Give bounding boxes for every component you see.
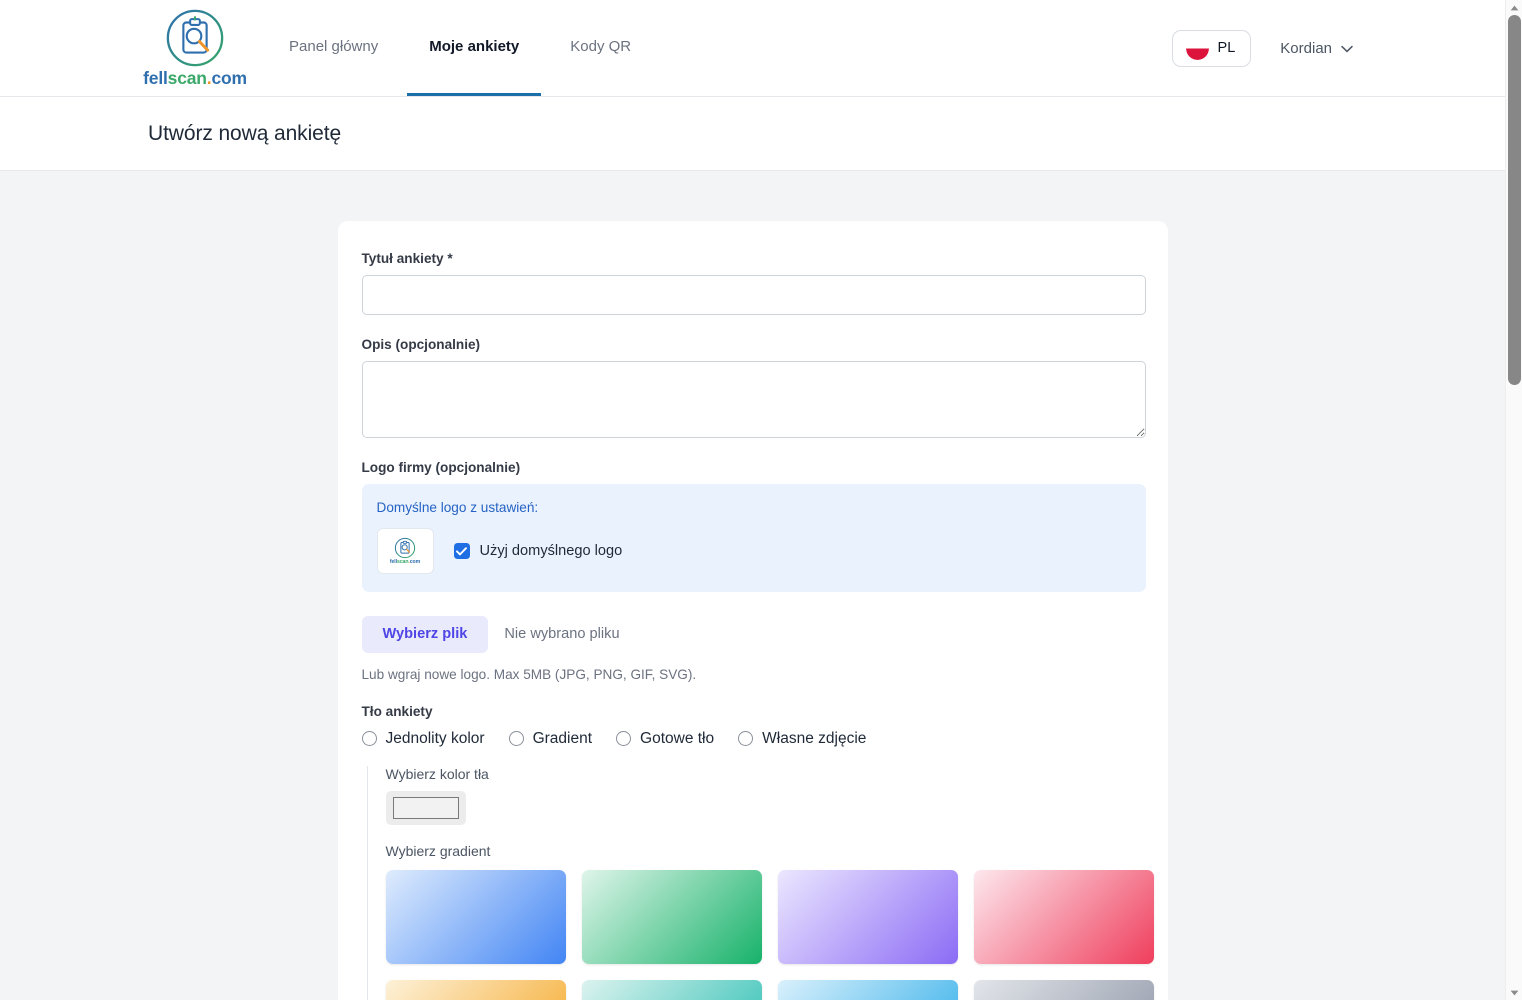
scroll-up-arrow-icon[interactable] [1506, 0, 1522, 15]
thumb-word-scan: scan [396, 558, 409, 565]
thumb-word-fell: fell [389, 558, 397, 565]
field-survey-background: Tło ankiety Jednolity kolor Gradient [361, 703, 1154, 1000]
gradient-swatch-orange[interactable] [385, 979, 566, 1000]
radio-label-solid-color: Jednolity kolor [385, 729, 485, 747]
language-code-label: PL [1217, 40, 1236, 57]
radio-dot-preset[interactable] [616, 731, 632, 747]
label-company-logo: Logo firmy (opcjonalnie) [361, 460, 521, 475]
thumb-word-dot: . [408, 558, 410, 565]
default-logo-thumbnail-wordmark: fellscan.com [389, 558, 421, 565]
radio-background-solid-color[interactable]: Jednolity kolor [361, 729, 485, 748]
main-content: Tytuł ankiety * Opis (opcjonalnie) Logo … [0, 171, 1505, 1000]
scroll-down-arrow-icon[interactable] [1506, 985, 1522, 1000]
background-color-swatch [392, 796, 459, 819]
thumb-word-com: com [409, 558, 421, 565]
use-default-logo-checkbox[interactable] [453, 543, 470, 559]
nav-link-kody-qr[interactable]: Kody QR [570, 38, 632, 55]
nav-link-moje-ankiety[interactable]: Moje ankiety [407, 38, 542, 96]
gradient-swatch-purple[interactable] [777, 869, 958, 964]
logo-file-row: Wybierz plik Nie wybrano pliku [361, 616, 1144, 653]
field-company-logo: Logo firmy (opcjonalnie) Domyślne logo z… [361, 460, 1146, 682]
radio-background-custom-image[interactable]: Własne zdjęcie [738, 730, 866, 748]
label-background-gradient: Wybierz gradient [385, 842, 491, 859]
radio-background-gradient[interactable]: Gradient [508, 729, 593, 748]
radio-dot-solid-color[interactable] [361, 731, 377, 747]
gradient-swatch-sky[interactable] [777, 979, 958, 1000]
primary-nav: Panel główny Moje ankiety Kody QR [289, 38, 631, 97]
radio-label-preset: Gotowe tło [640, 729, 715, 747]
create-survey-card: Tytuł ankiety * Opis (opcjonalnie) Logo … [337, 221, 1168, 1000]
default-logo-row: fellscan.com Użyj domyślnego logo [376, 528, 1131, 574]
brand-word-fell: fell [143, 68, 168, 88]
default-logo-panel-title: Domyślne logo z ustawień: [376, 500, 539, 515]
file-status-label: Nie wybrano pliku [504, 626, 620, 643]
background-type-radio-group: Jednolity kolor Gradient Gotowe tło [361, 729, 1144, 748]
background-options-panel: Wybierz kolor tła Wybierz gradient [366, 765, 1154, 1000]
spacer [362, 682, 1144, 704]
check-icon [456, 546, 467, 555]
gradient-swatch-pink[interactable] [973, 869, 1154, 964]
radio-label-gradient: Gradient [532, 729, 593, 747]
radio-label-custom-image: Własne zdjęcie [762, 729, 867, 747]
brand-word-scan: scan [167, 68, 207, 88]
default-logo-thumbnail: fellscan.com [376, 528, 434, 574]
user-name-label: Kordian [1280, 40, 1332, 57]
label-survey-title: Tytuł ankiety * [361, 251, 453, 266]
page-scrollbar[interactable] [1505, 0, 1522, 1000]
brand-logo-link[interactable]: fellscan.com [143, 7, 247, 88]
spacer [362, 592, 1144, 616]
brand-word-com: com [211, 68, 247, 88]
navbar-right-cluster: PL Kordian [1171, 30, 1353, 67]
survey-description-textarea[interactable] [361, 361, 1146, 438]
gradient-swatch-teal[interactable] [581, 979, 762, 1000]
field-survey-description: Opis (opcjonalnie) [361, 337, 1146, 438]
spacer [362, 315, 1144, 337]
use-default-logo-checkbox-row[interactable]: Użyj domyślnego logo [453, 543, 623, 559]
brand-word-dot: . [206, 68, 212, 88]
gradient-swatch-slate[interactable] [973, 979, 1154, 1000]
page-title-bar: Utwórz nową ankietę [0, 97, 1505, 171]
page-title: Utwórz nową ankietę [148, 121, 342, 145]
field-survey-title: Tytuł ankiety * [361, 251, 1146, 315]
language-switcher-button[interactable]: PL [1171, 30, 1252, 67]
default-logo-panel: Domyślne logo z ustawień: [361, 484, 1146, 592]
brand-wordmark: fellscan.com [143, 68, 247, 88]
label-survey-description: Opis (opcjonalnie) [361, 337, 481, 352]
gradient-swatch-green[interactable] [581, 869, 762, 964]
scrollbar-thumb[interactable] [1508, 15, 1521, 385]
radio-background-preset[interactable]: Gotowe tło [616, 730, 714, 748]
nav-link-panel-glowny[interactable]: Panel główny [289, 38, 379, 55]
chevron-down-icon [1341, 45, 1353, 52]
logo-help-text: Lub wgraj nowe logo. Max 5MB (JPG, PNG, … [361, 666, 697, 682]
poland-flag-icon [1185, 37, 1209, 60]
survey-title-input[interactable] [361, 275, 1146, 315]
top-navbar: fellscan.com Panel główny Moje ankiety K… [0, 0, 1505, 97]
label-background-color: Wybierz kolor tła [385, 765, 489, 782]
choose-file-button[interactable]: Wybierz plik [361, 616, 489, 653]
use-default-logo-label: Użyj domyślnego logo [479, 543, 623, 559]
gradient-swatch-grid [385, 869, 1154, 1000]
spacer [362, 438, 1144, 460]
clipboard-magnifier-logo-icon [394, 537, 416, 559]
label-survey-background: Tło ankiety [361, 703, 433, 719]
gradient-swatch-blue[interactable] [385, 869, 566, 964]
radio-dot-gradient[interactable] [508, 731, 524, 747]
radio-dot-custom-image[interactable] [738, 731, 754, 747]
background-color-picker[interactable] [385, 790, 466, 825]
clipboard-magnifier-logo-icon [166, 9, 224, 67]
user-menu-button[interactable]: Kordian [1280, 41, 1353, 56]
